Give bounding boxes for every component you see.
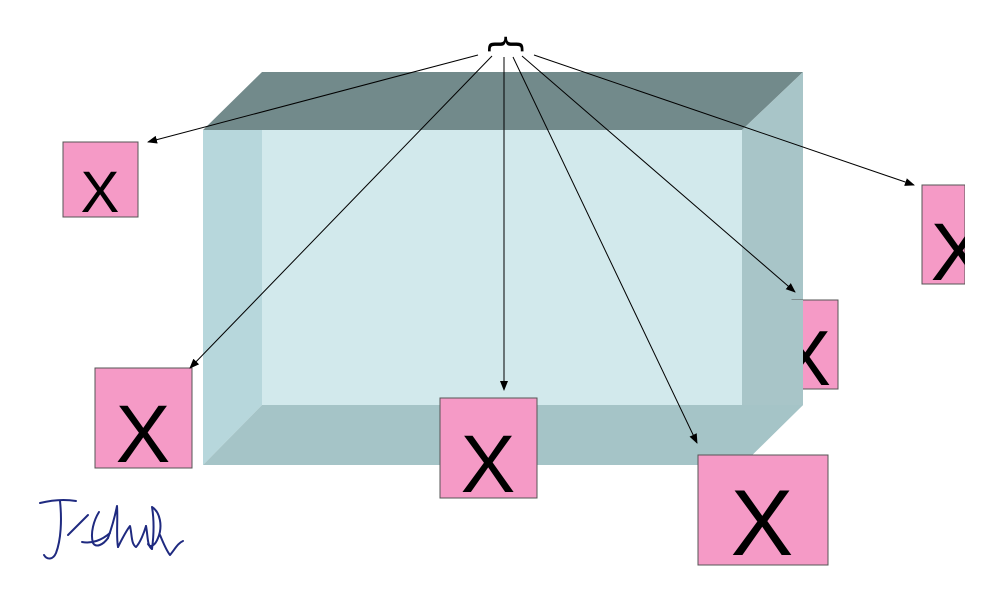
x-box-top-left: X	[62, 141, 139, 225]
arrow-to-bottom-left-box	[189, 55, 493, 369]
arrow-to-far-right-box	[533, 54, 915, 186]
x-box-label: X	[116, 389, 171, 480]
x-box-right-partially-hidden: X	[742, 299, 839, 402]
arrow-to-right-box	[521, 55, 796, 293]
glass-box-back-face	[262, 130, 742, 405]
x-box-bottom-right: X	[697, 454, 829, 575]
arrow-to-top-left-box	[147, 54, 479, 144]
x-box-label: X	[81, 160, 120, 225]
glass-box-inner-left-face	[203, 130, 262, 465]
glass-box-top-face	[203, 72, 803, 130]
glass-box-right-face-overlay	[742, 300, 803, 390]
arrows	[147, 54, 915, 444]
x-box-far-right-clipped: X	[921, 180, 1000, 298]
glass-box-bottom-right-wedge	[742, 405, 803, 465]
x-boxes: X X X X X X	[62, 141, 1000, 575]
source-brace-symbol: }	[482, 32, 526, 56]
arrow-to-bottom-right-box	[512, 56, 698, 444]
x-box-label: X	[461, 419, 516, 510]
x-box-bottom-center: X	[439, 397, 538, 510]
x-box-label: X	[731, 470, 794, 575]
handwritten-signature	[39, 498, 184, 560]
x-box-bottom-left: X	[94, 367, 193, 480]
